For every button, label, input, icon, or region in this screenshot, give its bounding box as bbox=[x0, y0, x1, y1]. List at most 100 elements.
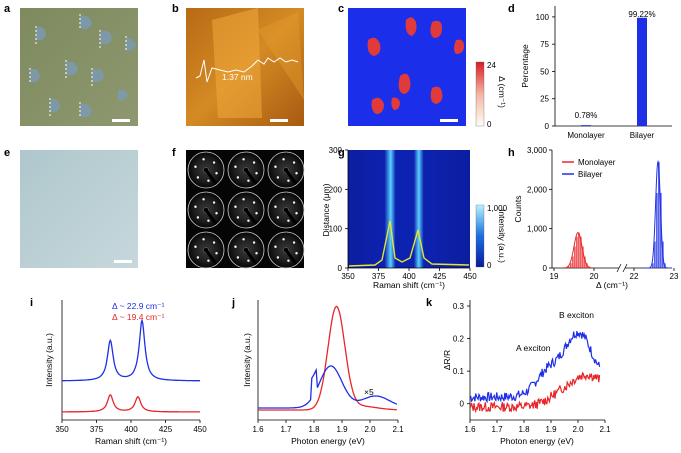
leed-pattern-tile bbox=[267, 231, 305, 269]
panel-b: b 1.37 nm bbox=[172, 3, 304, 126]
annotation-b-exciton: B exciton bbox=[559, 310, 594, 320]
xtick-label-h: 22 bbox=[630, 272, 639, 281]
xtick-label-g: 375 bbox=[372, 272, 386, 281]
panel-h: h 0 1,000 2,000 3,000 19 20 22 23 Counts Δ (cm… bbox=[508, 146, 679, 290]
histogram-bar bbox=[580, 236, 582, 268]
bar-bilayer bbox=[637, 17, 647, 126]
panel-g: g 0 100 200 300 350 375 400 425 450 Distance (μ… bbox=[321, 146, 508, 290]
ytick-label-k: 0.3 bbox=[453, 302, 465, 311]
leed-pattern-tile bbox=[267, 151, 305, 189]
colorbar-c-max: 24 bbox=[487, 61, 496, 70]
xtick-label-i: 450 bbox=[193, 425, 207, 434]
reflectance-curve-blue bbox=[469, 331, 601, 404]
ylabel-g: Distance (μm) bbox=[321, 183, 331, 236]
xtick-label-k: 1.6 bbox=[464, 425, 476, 434]
histogram-bar bbox=[652, 263, 654, 268]
reflectance-curve-red bbox=[469, 371, 601, 414]
panel-label-j: j bbox=[231, 297, 235, 309]
bar-monolayer bbox=[581, 125, 591, 126]
xticks-h: 19 20 22 23 bbox=[550, 268, 679, 281]
xtick-label-i: 350 bbox=[55, 425, 69, 434]
ytick-label-h: 0 bbox=[543, 264, 548, 273]
panel-label-c: c bbox=[338, 3, 344, 15]
histogram-bar bbox=[584, 256, 586, 268]
ytick-label-g: 300 bbox=[329, 146, 343, 155]
panel-label-d: d bbox=[508, 3, 515, 15]
gaussian-fit-monolayer bbox=[564, 232, 592, 269]
yticks-h: 0 1,000 2,000 3,000 bbox=[527, 146, 552, 273]
panel-label-f: f bbox=[172, 147, 176, 159]
xtick-label-k: 1.9 bbox=[545, 425, 557, 434]
ytick-label-h: 2,000 bbox=[527, 185, 548, 194]
ytick-label-g: 200 bbox=[329, 185, 343, 194]
histogram-bar bbox=[568, 266, 570, 268]
legend-h: Monolayer Bilayer bbox=[562, 158, 616, 179]
xlabel-h: Δ (cm⁻¹) bbox=[596, 280, 628, 290]
spectrum-delta-22-9 bbox=[62, 318, 200, 382]
histogram-bar bbox=[660, 192, 662, 268]
xtick-label-j: 2.0 bbox=[364, 425, 376, 434]
leed-pattern-tile bbox=[227, 151, 265, 189]
xtick-label-h: 23 bbox=[670, 272, 679, 281]
histogram-bar bbox=[578, 232, 580, 268]
xtick-label-j: 1.6 bbox=[252, 425, 264, 434]
bilayer-domains-a bbox=[30, 15, 136, 118]
optical-image-e bbox=[20, 150, 138, 268]
colorbar-c-min: 0 bbox=[487, 120, 492, 129]
annotation-a-exciton: A exciton bbox=[516, 343, 551, 353]
pl-spectrum-blue bbox=[258, 365, 398, 409]
xtick-label-i: 375 bbox=[90, 425, 104, 434]
histogram-monolayer bbox=[564, 232, 592, 269]
ytick-label-h: 1,000 bbox=[527, 225, 548, 234]
ylabel-j: Intensity (a.u.) bbox=[242, 333, 252, 387]
xtick-label-i: 425 bbox=[159, 425, 173, 434]
leed-pattern-tile bbox=[227, 231, 265, 269]
yticks-k: 0 0.1 0.2 0.3 bbox=[453, 302, 470, 409]
colorbar-g bbox=[475, 204, 485, 268]
xlabel-g: Raman shift (cm⁻¹) bbox=[373, 280, 445, 290]
leed-pattern-tile bbox=[187, 151, 225, 189]
ylabel-i: Intensity (a.u.) bbox=[44, 333, 54, 387]
legend-label-22-9: Δ ~ 22.9 cm⁻¹ bbox=[112, 301, 165, 311]
panel-label-e: e bbox=[4, 147, 10, 159]
ylabel-h: Counts bbox=[513, 196, 523, 223]
colorbar-c bbox=[475, 61, 485, 127]
legend-i: Δ ~ 22.9 cm⁻¹ Δ ~ 19.4 cm⁻¹ bbox=[112, 301, 165, 322]
panel-j: j 1.6 1.7 1.8 1.9 2.0 2.1 Intensity (a.u.) Ph… bbox=[231, 297, 404, 446]
panel-e: e bbox=[4, 147, 138, 268]
xtick-label-g: 425 bbox=[433, 272, 447, 281]
xticks-k: 1.6 1.7 1.8 1.9 2.0 2.1 bbox=[464, 420, 611, 434]
height-profile-b bbox=[195, 57, 299, 83]
ytick-label-d: 100 bbox=[536, 13, 550, 22]
xtick-label-j: 1.9 bbox=[336, 425, 348, 434]
ylabel-d: Percentage bbox=[520, 44, 530, 88]
legend-label-19-4: Δ ~ 19.4 cm⁻¹ bbox=[112, 312, 165, 322]
histogram-bar bbox=[570, 263, 572, 268]
histogram-bar bbox=[576, 236, 578, 268]
raman-spectrum-overlay-g bbox=[348, 220, 470, 267]
xtick-label-k: 2.0 bbox=[572, 425, 584, 434]
histogram-bars-h bbox=[564, 159, 672, 269]
ytick-label-k: 0.1 bbox=[453, 367, 465, 376]
histogram-bar bbox=[574, 246, 576, 268]
category-monolayer: Monolayer bbox=[567, 131, 605, 140]
spectrum-delta-19-4 bbox=[62, 393, 200, 413]
xtick-label-j: 1.8 bbox=[308, 425, 320, 434]
xtick-label-h: 20 bbox=[590, 272, 599, 281]
value-label-bilayer: 99.22% bbox=[628, 10, 655, 19]
histogram-bar bbox=[572, 256, 574, 268]
triangular-domain-b bbox=[212, 8, 262, 118]
value-label-monolayer: 0.78% bbox=[575, 111, 598, 120]
scale-bar-c bbox=[440, 119, 458, 122]
ytick-label-k: 0 bbox=[460, 400, 465, 409]
xtick-label-g: 350 bbox=[341, 272, 355, 281]
panel-a: a bbox=[4, 3, 138, 126]
panel-c: c 24 0 Δ (cm⁻¹) bbox=[338, 3, 507, 129]
panel-d: d Percentage 0 25 50 75 100 Monolayer Bilaye… bbox=[508, 3, 672, 140]
xtick-label-h: 19 bbox=[550, 272, 559, 281]
panel-i: i 350 375 400 425 450 Intensity (a.u.) Raman… bbox=[30, 297, 207, 446]
bars-d bbox=[581, 17, 647, 126]
xtick-label-i: 400 bbox=[124, 425, 138, 434]
axis-break-h bbox=[616, 263, 628, 273]
